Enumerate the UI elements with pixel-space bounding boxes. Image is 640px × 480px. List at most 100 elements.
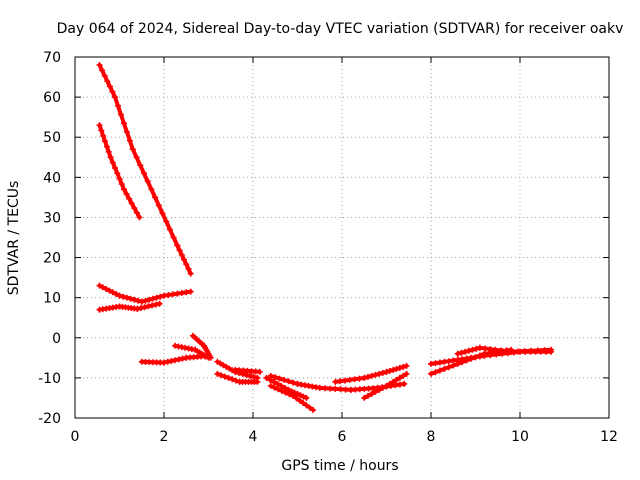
data-point: [393, 376, 400, 383]
data-point: [163, 218, 170, 225]
data-point: [133, 209, 140, 216]
data-point: [102, 138, 108, 145]
data-point: [396, 364, 403, 371]
data-point: [187, 288, 194, 295]
data-point: [376, 370, 383, 377]
data-point: [482, 345, 489, 352]
data-point: [278, 382, 285, 389]
y-tick-label: 40: [43, 170, 61, 186]
data-point: [250, 373, 257, 380]
data-point: [118, 111, 124, 118]
data-point: [275, 386, 282, 393]
data-point: [379, 384, 386, 391]
data-point: [368, 372, 375, 379]
data-point: [445, 364, 452, 371]
y-tick-label: 20: [43, 251, 61, 267]
data-point: [98, 127, 105, 134]
data-point: [271, 384, 278, 391]
data-point: [103, 286, 110, 292]
data-point: [136, 214, 143, 221]
data-point: [379, 369, 386, 376]
data-point: [441, 365, 448, 372]
data-point: [383, 368, 390, 375]
data-point: [133, 154, 140, 161]
data-point: [432, 369, 439, 376]
data-point: [508, 348, 515, 355]
data-point: [112, 165, 118, 171]
data-point: [232, 377, 239, 384]
data-point: [126, 195, 133, 202]
data-point: [316, 384, 323, 391]
y-tick-label: 30: [43, 210, 61, 226]
data-point: [142, 297, 149, 304]
data-point: [152, 301, 159, 308]
data-point: [174, 242, 181, 249]
data-point: [135, 297, 141, 304]
data-point: [172, 357, 179, 364]
data-point: [458, 349, 465, 356]
data-point: [116, 292, 123, 299]
data-point: [138, 298, 145, 305]
data-point: [243, 371, 250, 378]
data-point: [502, 348, 509, 355]
data-point: [137, 162, 144, 169]
data-point: [157, 293, 164, 300]
data-point: [454, 350, 461, 357]
data-point: [123, 294, 130, 301]
data-point: [247, 372, 253, 379]
data-point: [254, 378, 261, 385]
data-point: [372, 371, 379, 378]
data-point: [99, 67, 106, 74]
data-point: [473, 345, 480, 352]
grid: [75, 57, 609, 418]
data-point: [263, 374, 270, 381]
data-point: [149, 302, 156, 309]
data-point: [178, 251, 185, 258]
data-point: [109, 88, 116, 95]
data-point: [114, 170, 121, 177]
data-point: [156, 300, 163, 307]
data-point: [175, 356, 182, 363]
data-point: [121, 186, 127, 193]
data-point: [293, 395, 300, 402]
data-point: [96, 62, 103, 68]
data-point: [281, 384, 288, 391]
y-tick-label: 0: [52, 331, 61, 347]
data-point: [145, 303, 152, 310]
y-tick-label: -20: [38, 411, 61, 427]
data-point: [221, 373, 228, 380]
x-tick-label: 2: [160, 429, 169, 445]
data-point: [159, 210, 166, 217]
data-point: [386, 367, 393, 374]
data-point: [109, 159, 116, 166]
data-point: [383, 382, 390, 389]
data-point: [365, 392, 371, 399]
data-point: [321, 385, 328, 392]
data-point: [101, 72, 108, 79]
data-point: [113, 291, 120, 297]
data-point: [528, 347, 535, 354]
data-point: [166, 226, 173, 233]
data-point: [128, 200, 135, 207]
data-point: [400, 372, 407, 379]
data-point: [386, 380, 393, 387]
data-point: [487, 346, 494, 353]
data-point: [149, 295, 156, 302]
data-point: [290, 379, 297, 386]
data-point: [476, 344, 483, 351]
data-point: [368, 390, 375, 397]
data-point: [96, 282, 103, 289]
data-point: [116, 175, 123, 182]
data-point: [400, 363, 407, 370]
data-point: [403, 362, 410, 369]
data-point: [436, 367, 443, 374]
data-point: [310, 407, 317, 413]
data-point: [123, 191, 130, 197]
x-tick-label: 4: [249, 429, 258, 445]
data-point: [141, 304, 148, 311]
data-point: [337, 386, 344, 393]
data-point: [256, 368, 263, 375]
data-point: [146, 296, 153, 303]
data-point: [100, 132, 107, 139]
data-point: [285, 378, 292, 385]
